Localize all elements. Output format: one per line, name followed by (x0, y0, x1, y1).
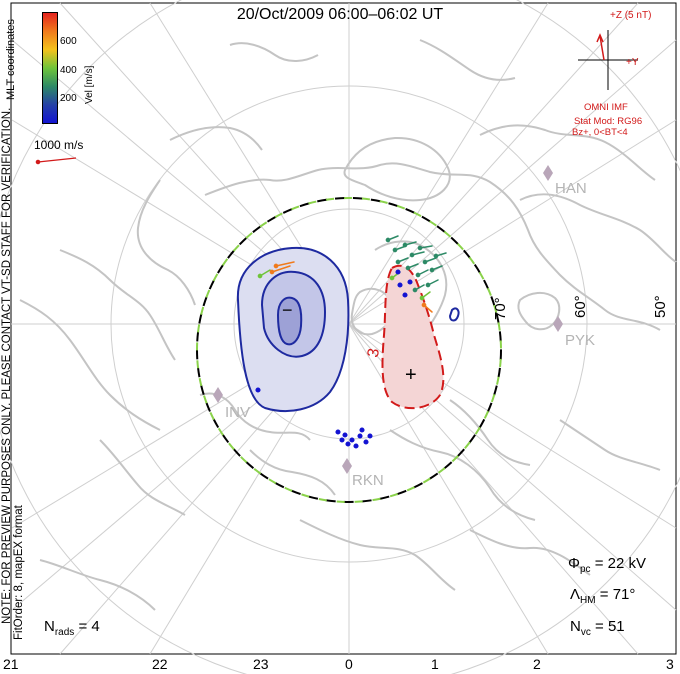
mlt-label-0: 0 (345, 656, 353, 672)
imf-y-label: +Y (626, 57, 639, 68)
velocity-vectors (255, 235, 447, 449)
stat-model: Stat Mod: RG96 (574, 116, 643, 127)
scale-label: 1000 m/s (34, 138, 84, 152)
colorbar-gradient (43, 13, 57, 123)
latitude-label-60: 60° (572, 295, 589, 318)
scale-vector (35, 157, 77, 165)
station-label-inv: INV (225, 404, 251, 421)
page-title: 20/Oct/2009 06:00–06:02 UT (236, 6, 444, 23)
mlt-label-3: 3 (666, 656, 674, 672)
mlt-label-23: 23 (253, 656, 269, 672)
colorbar-label: Vel [m/s] (84, 65, 95, 104)
potential-minimum-marker: − (282, 300, 293, 320)
small-neg-contour (448, 307, 460, 322)
lambda-subscript: HM (580, 595, 596, 606)
station-label-rkn: RKN (352, 472, 384, 489)
phi-subscript: pc (579, 564, 591, 575)
nvc-symbol: N (570, 618, 581, 635)
nrads-symbol: N (44, 618, 55, 635)
imf-vector (596, 33, 605, 61)
mlt-label-1: 1 (431, 656, 439, 672)
cross-polar-potential: Φpc = 22 kV (568, 555, 646, 575)
latitude-label-50: 50° (652, 295, 669, 318)
potential-maximum-marker: + (405, 364, 417, 386)
negative-contour-inner (276, 296, 303, 346)
station-label-pyk: PYK (565, 332, 596, 349)
imf-source: OMNI IMF (584, 102, 628, 113)
nvc-subscript: vc (580, 627, 591, 638)
vector-count: Nvc = 51 (570, 618, 625, 638)
phi-value: = 22 kV (594, 555, 646, 572)
positive-cell-fill (381, 264, 445, 410)
hm-latitude: ΛHM = 71° (570, 586, 635, 606)
coordinates-label: MLT coordinates (5, 19, 17, 100)
station-label-han: HAN (555, 180, 587, 197)
nrads-subscript: rads (54, 627, 75, 638)
radar-count: Nrads = 4 (44, 618, 100, 638)
latitude-label-70: 70° (492, 297, 509, 320)
imf-condition: Bz+, 0<BT<4 (572, 127, 628, 138)
nrads-value: = 4 (78, 618, 100, 635)
plot-frame (10, 2, 677, 655)
mlt-label-21: 21 (3, 656, 19, 672)
hm-boundary (196, 197, 502, 503)
phi-symbol: Φ (568, 555, 580, 572)
nvc-value: = 51 (595, 618, 625, 635)
mlt-label-22: 22 (152, 656, 168, 672)
lambda-symbol: Λ (570, 586, 581, 603)
station-markers (213, 165, 563, 474)
lambda-value: = 71° (599, 586, 636, 603)
colorbar-tick-600: 600 (60, 36, 77, 47)
mlt-label-2: 2 (533, 656, 541, 672)
preview-note: NOTE: FOR PREVIEW PURPOSES ONLY. PLEASE … (1, 107, 13, 624)
imf-crosshair (578, 30, 638, 90)
colorbar (42, 12, 58, 124)
fitorder-label: FitOrder: 8, mapEX format (13, 505, 25, 640)
colorbar-tick-400: 400 (60, 65, 77, 76)
colorbar-tick-200: 200 (60, 93, 77, 104)
imf-z-label: +Z (5 nT) (610, 10, 652, 21)
